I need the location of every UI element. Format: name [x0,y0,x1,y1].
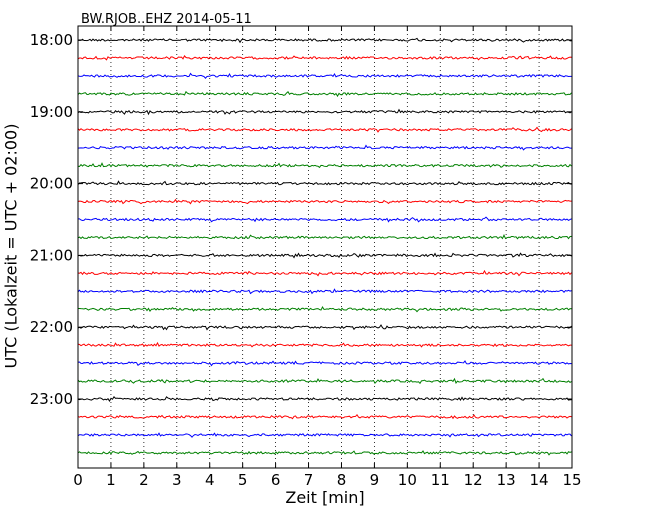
trace-2045 [77,233,572,240]
x-tick-label: 2 [139,471,149,489]
trace-1800 [77,37,572,44]
trace-1900 [77,108,572,116]
plot-frame [77,25,573,469]
x-tick-label: 6 [271,471,281,489]
trace-1915 [77,126,572,133]
chart-title: BW.RJOB..EHZ 2014-05-11 [81,12,252,27]
y-tick-label: 20:00 [30,175,73,193]
trace-1845 [77,90,572,98]
x-tick-label: 8 [337,471,347,489]
x-tick-label: 15 [562,471,581,489]
trace-2130 [77,288,572,295]
trace-2200 [77,324,572,331]
y-axis-label: UTC (Lokalzeit = UTC + 02:00) [1,123,21,369]
trace-2330 [77,432,572,438]
y-tick-label: 18:00 [30,31,73,49]
trace-2100 [77,252,572,259]
x-tick-label: 0 [73,471,83,489]
trace-2230 [77,360,572,367]
trace-1830 [77,72,572,80]
trace-2245 [77,377,572,385]
x-tick-label: 13 [497,471,516,489]
y-tick-label: 22:00 [30,318,73,336]
x-tick-label: 14 [530,471,549,489]
x-tick-label: 9 [370,471,380,489]
y-tick-label: 19:00 [30,103,73,121]
trace-1945 [77,162,572,169]
x-axis-label: Zeit [min] [285,488,365,507]
trace-1930 [77,144,572,151]
y-tick-label: 21:00 [30,246,73,264]
trace-2000 [77,180,572,186]
x-tick-label: 7 [304,471,314,489]
trace-2215 [77,341,572,348]
trace-2030 [77,216,572,223]
x-tick-label: 11 [431,471,450,489]
x-tick-label: 10 [398,471,417,489]
trace-2115 [77,269,572,277]
x-tick-label: 5 [238,471,248,489]
x-tick-label: 12 [464,471,483,489]
trace-2145 [77,306,572,313]
trace-2300 [77,396,572,403]
trace-2015 [77,198,572,205]
y-tick-label: 23:00 [30,390,73,408]
trace-2345 [77,450,572,456]
x-tick-label: 4 [205,471,215,489]
trace-2315 [77,413,572,420]
x-tick-label: 1 [106,471,116,489]
x-tick-label: 3 [172,471,182,489]
trace-1815 [77,55,572,61]
